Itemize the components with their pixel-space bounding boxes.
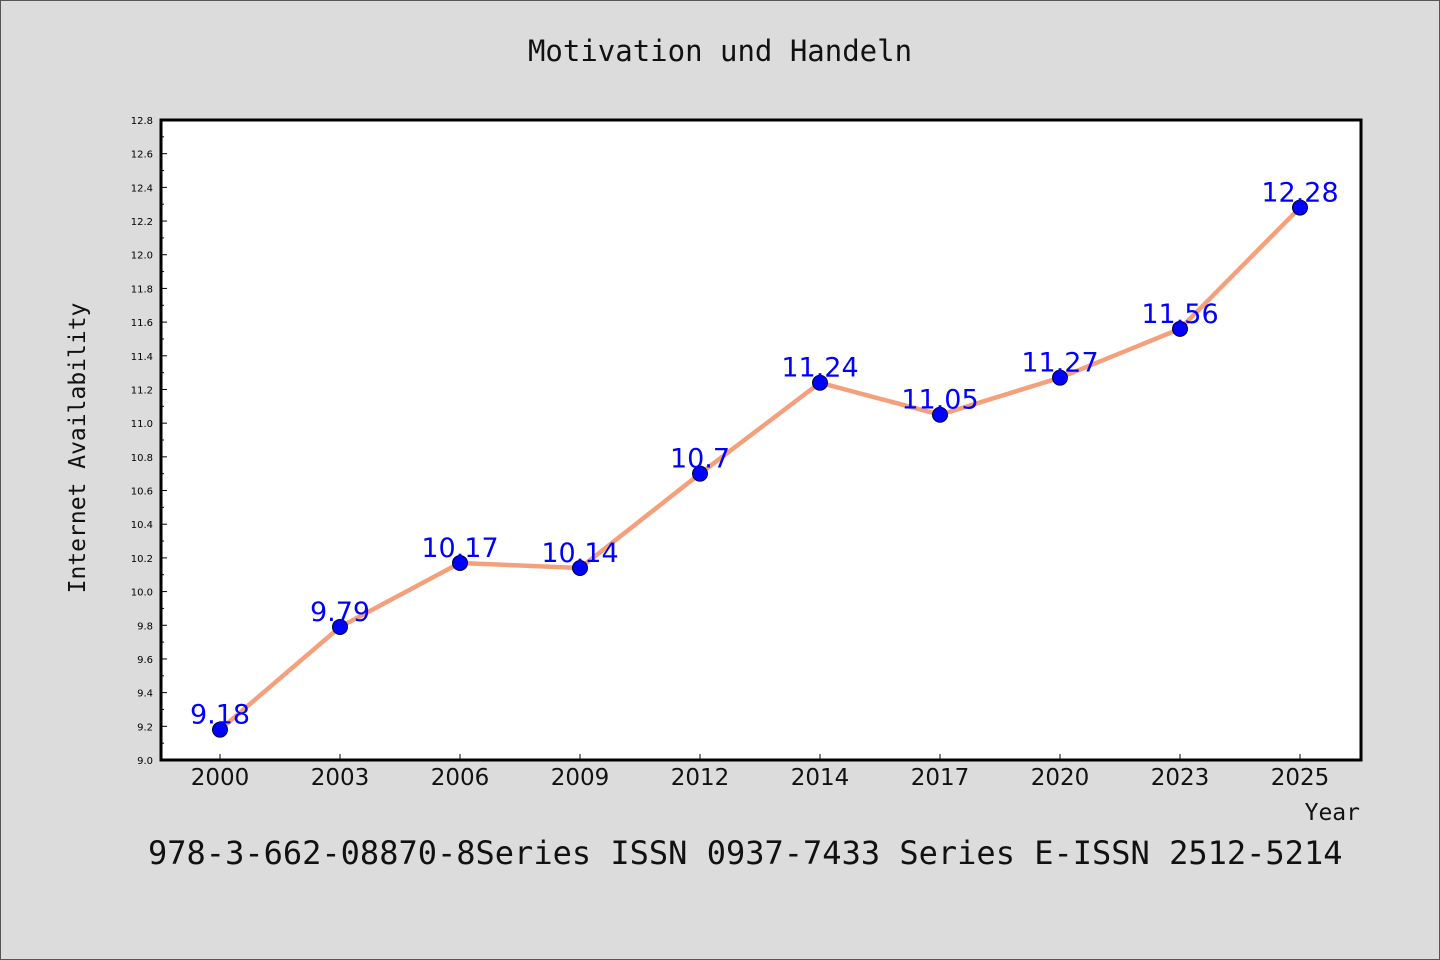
x-tick-label: 2012	[671, 765, 730, 791]
data-point-marker	[812, 374, 828, 391]
y-tick-label: 11.6	[131, 318, 153, 329]
data-label: 12.28	[1261, 178, 1338, 209]
data-point-marker	[452, 554, 468, 571]
x-tick-label: 2003	[311, 765, 370, 791]
y-tick-label: 9.6	[137, 655, 153, 666]
y-tick-label: 12.2	[131, 217, 153, 228]
y-tick-label: 11.4	[131, 352, 153, 363]
data-label: 9.18	[190, 700, 250, 731]
data-point-marker	[692, 465, 708, 482]
y-tick-label: 10.6	[131, 487, 153, 498]
x-axis-title: Year	[1305, 800, 1360, 826]
y-tick-label: 9.4	[137, 689, 153, 700]
data-label: 10.7	[670, 444, 730, 475]
x-tick-label: 2009	[551, 765, 610, 791]
y-tick-label: 11.8	[131, 284, 153, 295]
chart-title: Motivation und Handeln	[527, 34, 913, 68]
data-point-marker	[332, 618, 348, 635]
data-label: 11.27	[1021, 348, 1098, 379]
y-tick-label: 10.8	[131, 453, 153, 464]
y-tick-label: 10.2	[131, 554, 153, 565]
x-tick-label: 2000	[191, 765, 250, 791]
y-tick-label: 11.2	[131, 385, 153, 396]
y-tick-label: 12.8	[131, 116, 153, 127]
data-point-marker	[1292, 199, 1308, 216]
x-axis: 2000 2003 2006 2009 2012 2014 2017 2020 2023 2025	[191, 754, 1330, 791]
y-tick-label: 12.0	[131, 251, 153, 262]
y-tick-label: 10.4	[131, 520, 153, 531]
data-label: 9.79	[310, 597, 370, 628]
x-tick-label: 2025	[1271, 765, 1330, 791]
data-point-marker	[212, 721, 228, 738]
y-axis-title: Internet Availability	[65, 303, 91, 594]
y-tick-label: 10.0	[131, 588, 153, 599]
x-tick-label: 2014	[791, 765, 850, 791]
y-tick-label: 12.6	[131, 150, 153, 161]
x-tick-label: 2020	[1031, 765, 1090, 791]
series-line	[217, 205, 1303, 732]
y-tick-label: 9.2	[137, 722, 153, 733]
y-tick-label: 11.0	[131, 419, 153, 430]
data-point-marker	[572, 560, 588, 576]
x-tick-label: 2017	[911, 765, 970, 791]
y-tick-label: 9.0	[137, 756, 153, 767]
data-label: 11.05	[901, 385, 978, 416]
plot-area	[159, 118, 1363, 762]
isbn-footer: 978-3-662-08870-8Series ISSN 0937-7433 S…	[148, 834, 1343, 872]
x-tick-label: 2006	[431, 765, 490, 791]
data-label: 11.56	[1141, 299, 1218, 330]
y-tick-label: 9.8	[137, 621, 153, 632]
x-tick-label: 2023	[1151, 765, 1210, 791]
data-point-marker	[932, 406, 948, 423]
y-axis: 9.0 9.2 9.4 9.6 9.8 10.0 10.2 10.4 10.6 10.8 11.0 1…	[131, 116, 167, 767]
data-point-marker	[1172, 320, 1188, 337]
data-label: 11.24	[781, 353, 858, 384]
series-layer: 9.18 9.79 10.17 10.14 10.7 11.24 11.05 11.27 11.…	[190, 178, 1339, 738]
data-label: 10.14	[541, 538, 618, 569]
data-point-marker	[1052, 369, 1068, 386]
data-label: 10.17	[421, 533, 498, 564]
y-tick-label: 12.4	[131, 183, 153, 194]
